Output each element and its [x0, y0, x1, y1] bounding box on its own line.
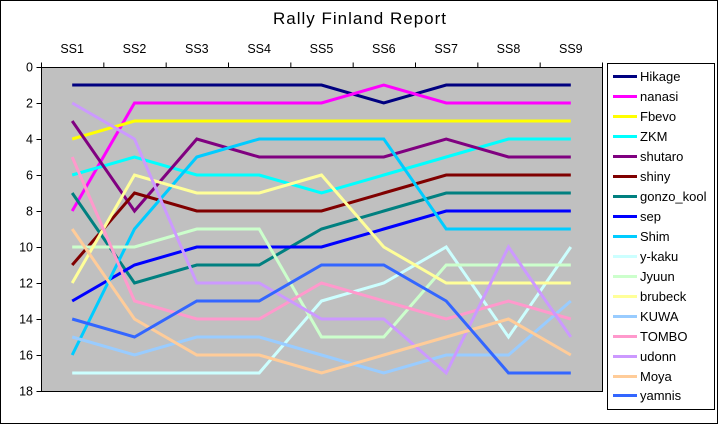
- legend-marker: [613, 394, 637, 398]
- legend-marker: [613, 234, 637, 238]
- legend-item: Hikage: [613, 68, 714, 86]
- legend-marker: [613, 374, 637, 378]
- x-axis-label: SS9: [559, 42, 583, 56]
- series-line-udonn: [71, 101, 573, 376]
- legend-label: yamnis: [640, 388, 682, 404]
- legend-item: Shim: [613, 227, 714, 245]
- legend-marker: [613, 75, 637, 79]
- series-line-TOMBO: [70, 156, 572, 321]
- series-line-Hikage: [72, 83, 571, 105]
- legend-item: TOMBO: [613, 327, 714, 345]
- series-line-Fbevo: [71, 119, 571, 141]
- legend-marker: [613, 314, 637, 318]
- x-axis-label: SS2: [123, 42, 147, 56]
- legend-label: nanasi: [640, 89, 679, 105]
- y-axis-label: 6: [26, 169, 33, 183]
- legend-item: brubeck: [613, 287, 714, 305]
- x-axis-label: SS3: [185, 42, 209, 56]
- chart-title: Rally Finland Report: [272, 9, 447, 28]
- legend-marker: [613, 354, 637, 358]
- legend-label: TOMBO: [640, 328, 688, 344]
- legend-item: y-kaku: [613, 247, 714, 265]
- legend-item: shutaro: [613, 148, 714, 166]
- legend-label: Jyuun: [640, 268, 675, 284]
- x-axis-label: SS6: [372, 42, 396, 56]
- x-axis-label: SS4: [247, 42, 271, 56]
- legend-label: ZKM: [640, 129, 668, 145]
- legend-label: udonn: [640, 348, 677, 364]
- y-axis-label: 10: [19, 241, 33, 255]
- legend-marker: [613, 334, 637, 338]
- series-line-sep: [71, 209, 571, 303]
- legend-label: Fbevo: [640, 109, 677, 125]
- y-axis-label: 0: [26, 61, 33, 75]
- legend-label: Moya: [640, 368, 672, 384]
- legend-marker: [613, 95, 637, 99]
- legend-label: shutaro: [640, 149, 684, 165]
- series-line-gonzo_kool: [70, 191, 571, 285]
- legend-item: yamnis: [613, 387, 714, 405]
- legend-marker: [613, 195, 637, 199]
- y-axis-label: 8: [26, 205, 33, 219]
- series-line-nanasi: [70, 83, 571, 212]
- x-axis-label: SS5: [310, 42, 334, 56]
- legend-marker: [613, 254, 637, 258]
- legend-item: nanasi: [613, 88, 714, 106]
- legend-item: shiny: [613, 168, 714, 186]
- x-axis-label: SS7: [434, 42, 458, 56]
- series-line-Shim: [70, 137, 571, 356]
- series-line-ZKM: [71, 137, 571, 195]
- legend-marker: [613, 175, 637, 179]
- series-line-shiny: [71, 173, 571, 266]
- legend-label: KUWA: [640, 308, 679, 324]
- y-axis-label: 14: [19, 313, 33, 327]
- series-line-KUWA: [71, 299, 572, 375]
- legend-marker: [613, 294, 637, 298]
- legend-marker: [613, 155, 637, 159]
- legend-label: sep: [640, 209, 661, 225]
- series-line-Jyuun: [72, 227, 571, 339]
- y-axis-label: 12: [19, 277, 33, 291]
- legend-item: sep: [613, 208, 714, 226]
- legend-item: gonzo_kool: [613, 188, 714, 206]
- legend-marker: [613, 115, 637, 119]
- legend-label: Shim: [640, 228, 670, 244]
- legend-marker: [613, 274, 637, 278]
- legend-item: Fbevo: [613, 108, 714, 126]
- legend-item: Moya: [613, 367, 714, 385]
- x-axis-label: SS8: [497, 42, 521, 56]
- legend-marker: [613, 135, 637, 139]
- x-axis-label: SS1: [60, 42, 84, 56]
- legend: Hikage nanasi Fbevo ZKM shutaro shiny gonzo_ko…: [607, 63, 715, 410]
- series-line-Moya: [70, 228, 572, 375]
- legend-marker: [613, 215, 637, 219]
- y-axis-label: 2: [26, 97, 33, 111]
- y-axis-label: 16: [19, 349, 33, 363]
- y-axis-label: 4: [26, 133, 33, 147]
- y-axis-label: 18: [19, 385, 33, 399]
- series-line-brubeck: [70, 173, 571, 285]
- legend-label: y-kaku: [640, 248, 679, 264]
- legend-item: udonn: [613, 347, 714, 365]
- legend-label: gonzo_kool: [640, 189, 707, 205]
- legend-label: shiny: [640, 169, 671, 185]
- legend-item: KUWA: [613, 307, 714, 325]
- legend-item: ZKM: [613, 128, 714, 146]
- legend-item: Jyuun: [613, 267, 714, 285]
- series-line-yamnis: [71, 263, 571, 375]
- legend-label: brubeck: [640, 288, 687, 304]
- legend-label: Hikage: [640, 69, 681, 85]
